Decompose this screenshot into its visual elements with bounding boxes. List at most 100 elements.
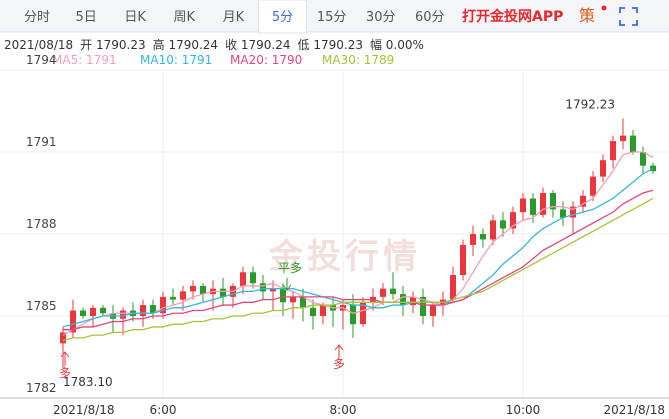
- candle-body: [460, 244, 466, 275]
- info-item: 开 1790.23: [80, 38, 145, 52]
- candle-body: [550, 193, 556, 210]
- candle-body: [530, 198, 536, 215]
- info-item: 幅 0.00%: [370, 37, 424, 52]
- candle-body: [220, 288, 226, 297]
- candle-body: [60, 332, 66, 344]
- tab[interactable]: 5分: [272, 10, 293, 25]
- tab[interactable]: 30分: [366, 10, 396, 25]
- candle-body: [480, 234, 486, 240]
- candle-body: [250, 272, 256, 284]
- candle-body: [430, 305, 436, 316]
- strategy-button[interactable]: 策: [579, 6, 595, 25]
- candle-body: [510, 212, 516, 229]
- tab[interactable]: 5日: [75, 10, 96, 25]
- info-item: 2021/08/18: [4, 38, 73, 52]
- candle-body: [350, 305, 356, 325]
- candle-body: [90, 307, 96, 316]
- candle-body: [260, 283, 266, 292]
- candle-body: [400, 294, 406, 306]
- x-tick-label: 8:00: [330, 403, 357, 417]
- candle-body: [500, 220, 506, 229]
- tab[interactable]: 分时: [24, 10, 50, 25]
- tab[interactable]: 15分: [317, 10, 347, 25]
- candle-body: [280, 288, 286, 303]
- candle-body: [360, 302, 366, 325]
- candle-body: [610, 141, 616, 161]
- signal-label: 多: [333, 357, 345, 371]
- signal-label: 多: [59, 366, 71, 380]
- candle-body: [70, 310, 76, 333]
- legend-entry: MA5: 1791: [52, 53, 117, 67]
- candle-body: [140, 305, 146, 316]
- high-label: 1792.23: [565, 97, 615, 111]
- tab-bar: [0, 0, 669, 32]
- legend-entry: MA20: 1790: [230, 53, 302, 67]
- y-tick-label: 1782: [26, 381, 57, 395]
- info-item: 低 1790.23: [298, 38, 363, 52]
- candle-body: [190, 285, 196, 292]
- x-tick-label: 6:00: [150, 403, 177, 417]
- candle-body: [600, 160, 606, 177]
- candle-body: [80, 310, 86, 316]
- candle-body: [180, 291, 186, 300]
- candle-body: [640, 152, 646, 166]
- candle-body: [320, 305, 326, 316]
- signal-arrow: [282, 278, 292, 291]
- tab-selected: [258, 0, 307, 34]
- app-link[interactable]: 打开金投网APP: [462, 8, 563, 25]
- candle-body: [240, 272, 246, 286]
- tab[interactable]: 日K: [124, 10, 146, 25]
- candle-body: [200, 285, 206, 295]
- candle-body: [520, 198, 526, 213]
- legend-entry: MA30: 1789: [322, 53, 394, 67]
- ma-line: [63, 189, 654, 331]
- tab[interactable]: 60分: [415, 10, 445, 25]
- candle-body: [590, 176, 596, 196]
- candle-body: [540, 193, 546, 215]
- ma-line: [62, 197, 654, 342]
- candle-body: [570, 206, 576, 218]
- candle-body: [160, 296, 166, 314]
- tab[interactable]: 周K: [174, 10, 196, 25]
- candle-body: [170, 296, 176, 300]
- fullscreen-button[interactable]: [619, 7, 638, 26]
- candle-body: [560, 209, 566, 218]
- candle-body: [310, 307, 316, 316]
- candle-body: [150, 305, 156, 314]
- candle-body: [390, 288, 396, 295]
- ma-line: [62, 151, 654, 336]
- candle-body: [620, 135, 626, 142]
- x-tick-label: 2021/8/18: [53, 403, 115, 417]
- info-line: 2021/08/18 开 1790.23 高 1790.24 收 1790.24 低 1…: [4, 37, 424, 52]
- y-tick-label: 1788: [26, 217, 57, 231]
- candle-body: [300, 296, 306, 308]
- candle-body: [100, 307, 106, 314]
- info-item: 高 1790.24: [153, 37, 218, 52]
- signal-arrow: [334, 344, 344, 358]
- y-tick-label: 1785: [26, 299, 57, 313]
- candle-body: [410, 296, 416, 306]
- notice-dot: [601, 5, 607, 11]
- y-tick-label: 1794: [26, 53, 57, 67]
- ma-line: [62, 167, 654, 328]
- candle-body: [270, 288, 276, 292]
- candle-body: [120, 310, 126, 319]
- signal-arrow: [60, 351, 70, 366]
- info-item: 收 1790.24: [225, 38, 290, 52]
- signal-label: 平多: [278, 261, 302, 275]
- candle-body: [580, 195, 586, 207]
- x-tick-label: 10:00: [506, 403, 541, 417]
- tab[interactable]: 月K: [223, 10, 245, 25]
- candle-body: [450, 275, 456, 300]
- candle-body: [290, 296, 296, 303]
- y-tick-label: 1791: [26, 135, 57, 149]
- low-label: 1783.10: [63, 375, 113, 389]
- candle-body: [380, 288, 386, 297]
- candle-body: [420, 296, 426, 316]
- x-tick-label: 2021/8/18: [603, 403, 665, 417]
- candle-body: [490, 220, 496, 240]
- candle-body: [470, 234, 476, 245]
- candle-body: [630, 135, 636, 152]
